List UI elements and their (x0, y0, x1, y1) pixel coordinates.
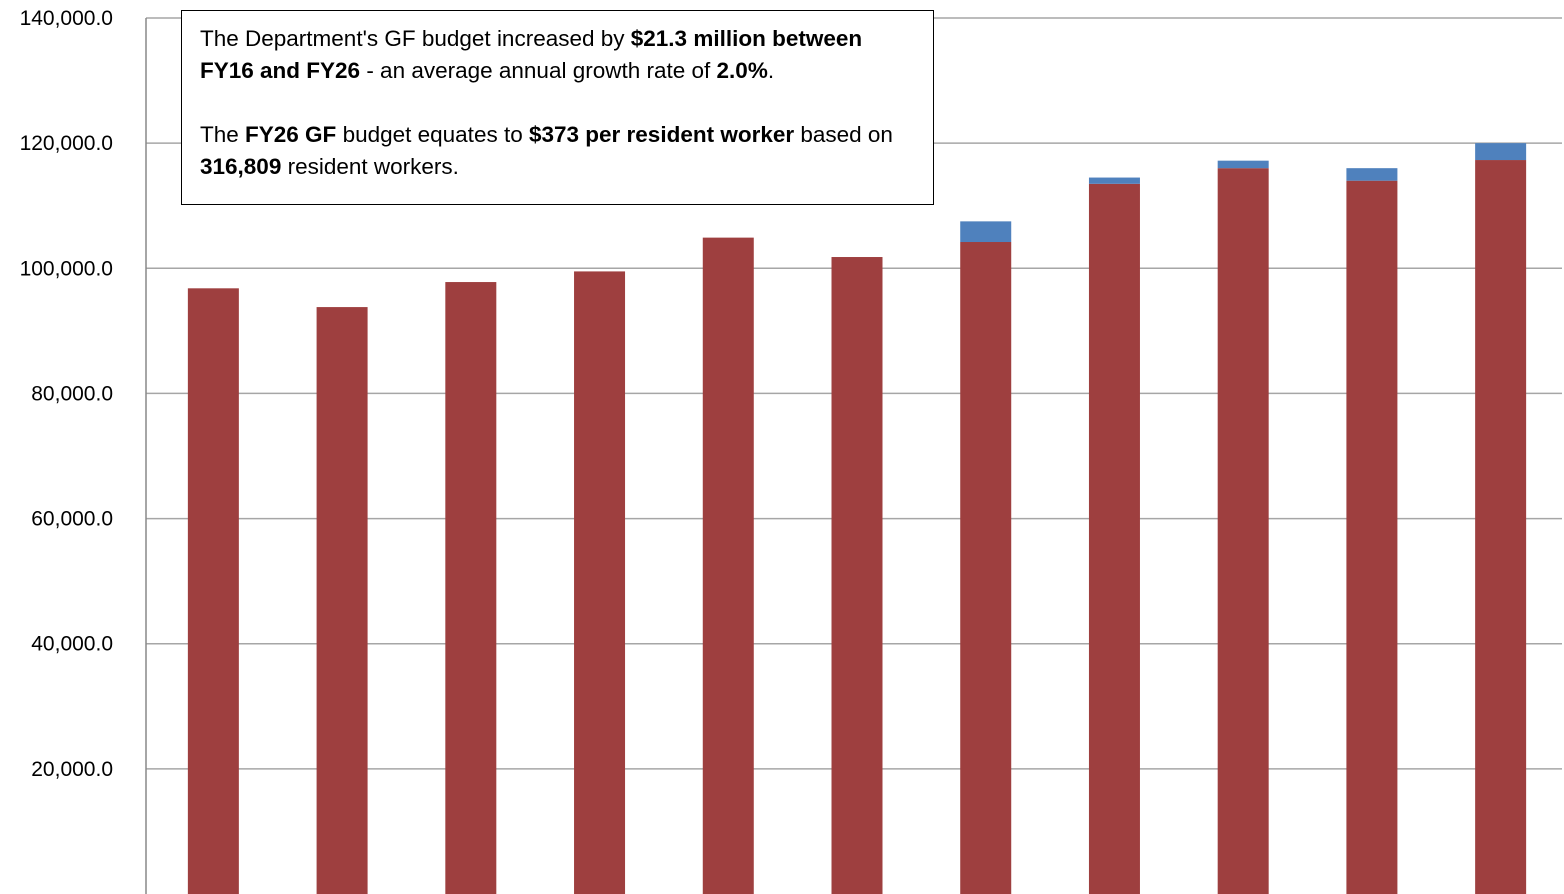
bar-series-1 (187, 288, 239, 894)
y-tick-label: 140,000.0 (20, 7, 113, 30)
annotation-box: The Department's GF budget increased by … (181, 10, 934, 205)
annotation-paragraph-growth: The Department's GF budget increased by … (200, 23, 915, 87)
bar-series-2 (960, 221, 1012, 243)
annotation-highlight: 316,809 (200, 154, 282, 179)
bar-series-1 (1346, 180, 1398, 894)
annotation-text: based on (794, 122, 893, 147)
annotation-text: . (767, 58, 775, 83)
annotation-text: budget equates to (336, 122, 529, 147)
bar-series-2 (1346, 168, 1398, 181)
y-tick-label: 80,000.0 (31, 382, 113, 405)
bar-series-2 (1088, 177, 1140, 184)
bar-series-1 (1217, 168, 1269, 894)
y-tick-label: 60,000.0 (31, 508, 113, 531)
bars (187, 143, 1527, 894)
annotation-highlight: $373 per resident worker (528, 122, 795, 147)
annotation-highlight: $21.3 million between FY16 and FY26 (200, 26, 863, 83)
y-tick-label: 40,000.0 (31, 633, 113, 656)
annotation-highlight: 2.0% (716, 58, 768, 83)
annotation-paragraph-per-worker: The FY26 GF budget equates to $373 per r… (200, 119, 915, 183)
bar-series-1 (445, 282, 497, 894)
bar-series-1 (702, 237, 754, 894)
y-tick-label: 100,000.0 (20, 257, 113, 280)
bar-series-1 (960, 242, 1012, 894)
y-tick-label: 120,000.0 (20, 132, 113, 155)
annotation-text: The (200, 122, 246, 147)
bar-series-1 (831, 257, 883, 894)
bar-series-1 (316, 307, 368, 894)
y-tick-label: 20,000.0 (31, 758, 113, 781)
bar-series-2 (1217, 160, 1269, 169)
annotation-text: - an average annual growth rate of (360, 58, 717, 83)
bar-series-2 (1475, 143, 1527, 161)
annotation-text: resident workers. (281, 154, 459, 179)
annotation-highlight: FY26 GF (245, 122, 337, 147)
annotation-text: The Department's GF budget increased by (200, 26, 631, 51)
bar-series-1 (574, 271, 626, 894)
y-tick-labels: 20,000.0 40,000.0 60,000.0 80,000.0 100,000.… (20, 7, 113, 781)
bar-series-1 (1475, 160, 1527, 894)
bar-series-1 (1088, 183, 1140, 894)
